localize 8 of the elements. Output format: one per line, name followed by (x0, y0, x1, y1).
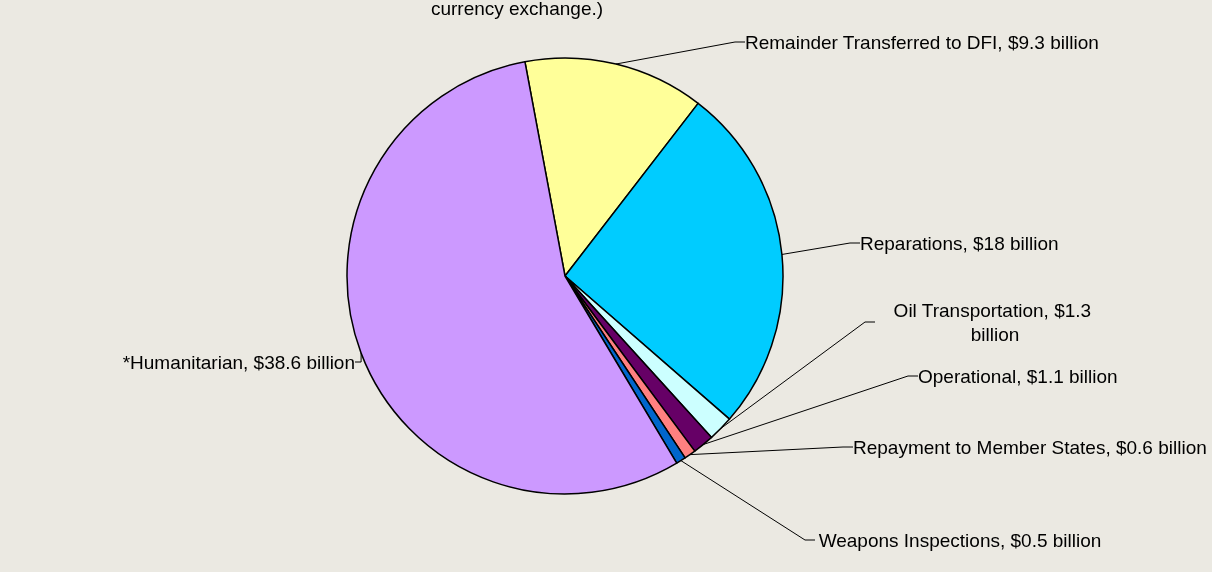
text: currency exchange.) (430, 0, 604, 19)
slice-label: Repayment to Member States, $0.6 billion (853, 436, 1207, 458)
slice-label: Operational, $1.1 billion (918, 365, 1118, 387)
slice-label: *Humanitarian, $38.6 billion (122, 351, 355, 373)
slice-label: Weapons Inspections, $0.5 billion (818, 529, 1102, 551)
slice-label: Reparations, $18 billion (860, 232, 1059, 254)
slice-label: Oil Transportation, $1.3 billion (893, 299, 1097, 345)
slice-label: Remainder Transferred to DFI, $9.3 billion (745, 31, 1099, 53)
